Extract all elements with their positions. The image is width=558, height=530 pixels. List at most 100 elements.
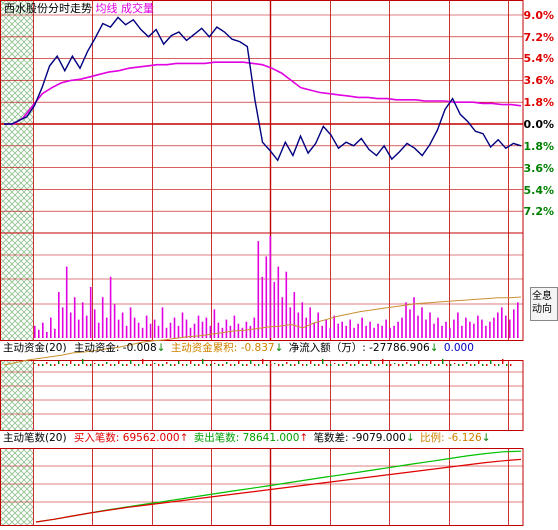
funds-flow-bar bbox=[362, 364, 364, 366]
funds-flow-bar bbox=[166, 362, 168, 364]
up-arrow-icon: ↑ bbox=[179, 432, 189, 444]
funds-flow-bar bbox=[218, 364, 220, 366]
trades-panel-title[interactable]: 主动笔数(20) bbox=[3, 432, 67, 444]
volume-bar bbox=[441, 325, 443, 338]
funds-flow-bar bbox=[470, 364, 472, 366]
buy-trades-label: 买入笔数: bbox=[73, 432, 120, 444]
funds-flow-bar bbox=[190, 360, 192, 364]
axis-label-down-2: 3.6% bbox=[523, 162, 554, 175]
volume-bar bbox=[169, 322, 172, 338]
funds-flow-bar bbox=[434, 364, 436, 366]
stock-name: 西水股份 bbox=[4, 2, 48, 15]
volume-bar bbox=[249, 325, 252, 338]
volume-bar bbox=[313, 322, 315, 338]
volume-bar bbox=[125, 325, 128, 338]
volume-bar bbox=[105, 317, 108, 338]
funds-flow-bar bbox=[310, 360, 312, 364]
volume-bar bbox=[185, 319, 188, 338]
volume-bar bbox=[257, 241, 260, 338]
funds-flow-bar bbox=[118, 361, 120, 364]
funds-flow-bar bbox=[42, 364, 44, 366]
funds-flow-bar bbox=[258, 364, 260, 366]
volume-bar bbox=[413, 297, 415, 338]
funds-flow-bar bbox=[342, 364, 344, 366]
sell-trades-line bbox=[35, 450, 522, 523]
funds-flow-bar bbox=[138, 364, 140, 366]
funds-flow-bar bbox=[334, 363, 336, 364]
funds-flow-bar bbox=[142, 359, 144, 364]
funds-flow-bar bbox=[450, 364, 452, 366]
funds-flow-bar bbox=[154, 363, 156, 364]
volume-bar bbox=[365, 325, 367, 338]
funds-flow-bar bbox=[506, 364, 508, 366]
volume-bar bbox=[293, 292, 296, 338]
avg-line-legend[interactable]: 均线 bbox=[95, 2, 118, 15]
funds-cum-value: -0.837 bbox=[240, 342, 275, 354]
funds-flow-bar bbox=[114, 364, 116, 366]
volume-legend[interactable]: 成交量 bbox=[121, 2, 154, 15]
volume-bar bbox=[409, 309, 411, 338]
volume-bar bbox=[93, 309, 96, 338]
volume-bar bbox=[453, 319, 455, 338]
volume-bar bbox=[333, 315, 335, 338]
funds-flow-bar bbox=[354, 364, 356, 366]
volume-bar bbox=[81, 302, 84, 338]
funds-flow-bar bbox=[406, 362, 408, 364]
buy-trades-value: 69562.000 bbox=[122, 432, 180, 444]
volume-bar bbox=[109, 276, 112, 338]
volume-bar bbox=[101, 297, 104, 338]
down-arrow-icon: ↓ bbox=[156, 342, 166, 354]
volume-bar bbox=[297, 312, 300, 338]
volume-bar bbox=[58, 292, 60, 338]
volume-bar bbox=[281, 297, 284, 338]
funds-flow-bar bbox=[106, 362, 108, 364]
volume-bar bbox=[341, 321, 343, 338]
funds-flow-bar bbox=[466, 362, 468, 364]
down-arrow-icon: ↓ bbox=[481, 432, 491, 444]
volume-bar bbox=[225, 319, 228, 338]
volume-bar bbox=[61, 307, 64, 338]
funds-flow-bar bbox=[262, 359, 264, 364]
volume-bar bbox=[173, 317, 176, 338]
volume-bar bbox=[517, 302, 519, 338]
funds-panel-title[interactable]: 主动资金(20) bbox=[3, 342, 67, 354]
volume-bar bbox=[209, 325, 212, 338]
volume-bar bbox=[485, 325, 487, 338]
funds-value: -0.008 bbox=[122, 342, 157, 354]
funds-flow-bar bbox=[170, 364, 172, 366]
panel-frame bbox=[0, 0, 524, 341]
volume-bar bbox=[501, 307, 503, 338]
funds-flow-bar bbox=[498, 364, 500, 366]
volume-bar bbox=[233, 315, 236, 338]
funds-flow-bar bbox=[394, 363, 396, 364]
funds-flow-bar bbox=[250, 360, 252, 364]
volume-bar bbox=[117, 319, 120, 338]
volume-bar bbox=[465, 317, 467, 338]
funds-flow-bar bbox=[402, 364, 404, 366]
volume-bar bbox=[461, 325, 463, 338]
volume-bar bbox=[429, 312, 431, 338]
side-button-line1: 全息 bbox=[532, 291, 552, 302]
volume-bar bbox=[201, 321, 204, 338]
volume-bar bbox=[369, 321, 371, 338]
axis-label-down-1: 1.8% bbox=[523, 140, 554, 153]
volume-bar bbox=[34, 325, 36, 338]
holographic-trend-button[interactable]: 全息 动向 bbox=[530, 287, 558, 321]
volume-bar bbox=[433, 323, 435, 338]
funds-flow-bar bbox=[474, 364, 476, 366]
volume-bar bbox=[385, 319, 387, 338]
volume-bar bbox=[505, 315, 507, 338]
volume-bar bbox=[133, 317, 136, 338]
funds-flow-bar bbox=[290, 364, 292, 366]
funds-flow-bar bbox=[410, 364, 412, 366]
volume-bar bbox=[381, 325, 383, 338]
funds-flow-bar bbox=[378, 364, 380, 366]
panel-frame bbox=[0, 448, 524, 526]
volume-bar bbox=[177, 325, 180, 338]
volume-bar bbox=[165, 327, 168, 338]
funds-flow-bar bbox=[318, 364, 320, 366]
funds-flow-bar bbox=[94, 363, 96, 364]
volume-bar bbox=[469, 321, 471, 338]
funds-flow-bar bbox=[346, 362, 348, 364]
volume-bar bbox=[373, 327, 375, 338]
